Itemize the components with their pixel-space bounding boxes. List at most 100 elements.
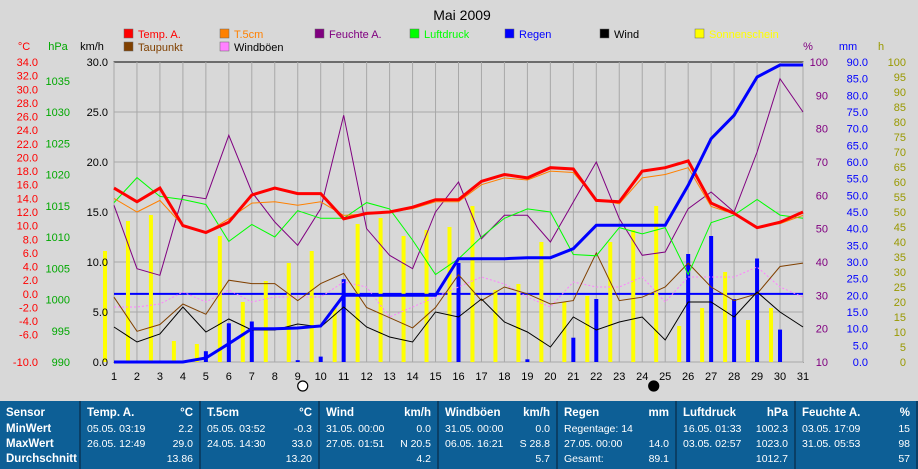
label-min: MinWert — [6, 423, 73, 435]
rain-bar — [755, 258, 760, 362]
rain-bar — [249, 321, 254, 362]
stats-title: Feuchte A. — [802, 407, 861, 419]
legend-swatch — [314, 28, 325, 39]
stats-columns: Temp. A. °C 05.05. 03:19 2.2 26.05. 12:49 29.… — [81, 401, 918, 469]
stats-min-value: 0.0 — [535, 423, 550, 435]
tick-label-sun_h: 100 — [888, 57, 906, 69]
legend-label: Windböen — [234, 42, 284, 54]
label-sensor: Sensor — [6, 407, 73, 419]
stats-title: T.5cm — [207, 407, 239, 419]
series-line-temp-a- — [113, 159, 804, 235]
sunshine-bar — [171, 341, 176, 362]
stats-avg-value: 57 — [898, 453, 910, 465]
series-line-taupunkt — [113, 251, 804, 332]
axis-unit-pressure_hpa: hPa — [48, 41, 68, 53]
rain-bar — [709, 236, 714, 362]
tick-label-rain_mm: 60.0 — [847, 157, 868, 169]
x-tick-label: 23 — [613, 371, 625, 383]
stats-avg-value: 5.7 — [535, 453, 550, 465]
tick-label-sun_h: 30 — [894, 267, 906, 279]
stats-avg-row: 57 — [802, 453, 910, 465]
x-tick-label: 29 — [751, 371, 763, 383]
stats-avg-value: 13.20 — [285, 453, 312, 465]
stats-min-value: 0.0 — [416, 423, 431, 435]
x-tick-label: 4 — [180, 371, 186, 383]
tick-label-humidity_pct: 80 — [816, 124, 828, 136]
stats-avg-value: 13.86 — [166, 453, 193, 465]
stats-min-row: 05.05. 03:52 -0.3 — [207, 423, 312, 435]
tick-label-wind_kmh: 25.0 — [87, 107, 108, 119]
stats-max-row: 27.05. 01:51 N 20.5 — [326, 438, 431, 450]
sunshine-bar — [516, 284, 521, 362]
x-tick-label: 24 — [636, 371, 648, 383]
tick-label-pressure_hpa: 1020 — [46, 170, 70, 182]
tick-label-wind_kmh: 20.0 — [87, 157, 108, 169]
tick-label-sun_h: 85 — [894, 102, 906, 114]
sunshine-bar — [103, 251, 107, 362]
stats-avg-value: 1012.7 — [755, 453, 788, 465]
stats-avg-label: Gesamt: — [564, 453, 604, 465]
stats-max-row: 27.05. 00:00 14.0 — [564, 438, 669, 450]
x-tick-label: 18 — [498, 371, 510, 383]
x-tick-label: 26 — [682, 371, 694, 383]
legend-label: Feuchte A. — [329, 29, 382, 41]
tick-label-temp_c: 28.0 — [17, 98, 38, 110]
sunshine-bar — [677, 326, 682, 362]
legend-swatch — [694, 28, 705, 39]
tick-label-sun_h: 25 — [894, 282, 906, 294]
tick-label-temp_c: 14.0 — [17, 193, 38, 205]
stats-max-label: 03.05. 02:57 — [683, 438, 742, 450]
legend-swatch — [599, 28, 610, 39]
stats-min-label: Regentage: 14 — [564, 423, 633, 435]
stats-avg-row: 4.2 — [326, 453, 431, 465]
tick-label-temp_c: 34.0 — [17, 57, 38, 69]
tick-label-temp_c: -6.0 — [19, 330, 38, 342]
stats-min-row: 31.05. 00:00 0.0 — [326, 423, 431, 435]
stats-avg-label — [207, 453, 286, 465]
tick-label-pressure_hpa: 1005 — [46, 263, 70, 275]
axis-units: °C hPa km/h% mm h — [18, 41, 884, 53]
label-sensor-text: Sensor — [6, 407, 45, 419]
stats-min-label: 03.05. 17:09 — [802, 423, 861, 435]
stats-max-label: 24.05. 14:30 — [207, 438, 266, 450]
axis-unit-sun_h: h — [878, 41, 884, 53]
sunshine-bar — [654, 206, 659, 362]
stats-max-row: 24.05. 14:30 33.0 — [207, 438, 312, 450]
tick-label-humidity_pct: 70 — [816, 157, 828, 169]
legend-swatch — [409, 28, 420, 39]
x-tick-label: 30 — [774, 371, 786, 383]
x-tick-label: 10 — [315, 371, 327, 383]
tick-label-sun_h: 15 — [894, 312, 906, 324]
weather-chart: Mai 2009 Temp. A. T.5cm Feuchte A. Luftdruc… — [12, 7, 906, 392]
stats-column: T.5cm °C 05.05. 03:52 -0.3 24.05. 14:30 33.0 1… — [201, 401, 320, 469]
sunshine-bar — [286, 263, 291, 362]
stats-title: Windböen — [445, 407, 501, 419]
stats-row-labels: Sensor MinWert MaxWert Durchschnitt — [0, 401, 81, 469]
stats-unit: km/h — [404, 407, 431, 419]
x-tick-label: 3 — [157, 371, 163, 383]
x-tick-label: 28 — [728, 371, 740, 383]
stats-min-value: -0.3 — [293, 423, 312, 435]
stats-avg-row: 1012.7 — [683, 453, 788, 465]
stats-unit: °C — [299, 407, 312, 419]
tick-label-humidity_pct: 60 — [816, 190, 828, 202]
rain-bar — [571, 337, 576, 362]
label-max-text: MaxWert — [6, 438, 54, 450]
x-tick-label: 27 — [705, 371, 717, 383]
stats-avg-value: 89.1 — [648, 453, 669, 465]
stats-header: Temp. A. °C — [87, 407, 193, 419]
tick-label-pressure_hpa: 1035 — [46, 76, 70, 88]
tick-label-rain_mm: 30.0 — [847, 257, 868, 269]
sunshine-bar — [125, 221, 130, 362]
legend-label: Temp. A. — [138, 29, 181, 41]
stats-avg-label — [87, 453, 167, 465]
stats-max-label: 31.05. 05:53 — [802, 438, 861, 450]
stats-max-value: 33.0 — [291, 438, 312, 450]
tick-label-sun_h: 50 — [894, 207, 906, 219]
x-tick-label: 20 — [544, 371, 556, 383]
tick-label-temp_c: 10.0 — [17, 221, 38, 233]
legend-label: Wind — [614, 29, 639, 41]
stats-max-value: 1023.0 — [755, 438, 788, 450]
sunshine-bar — [723, 272, 728, 362]
tick-label-wind_kmh: 5.0 — [93, 307, 108, 319]
